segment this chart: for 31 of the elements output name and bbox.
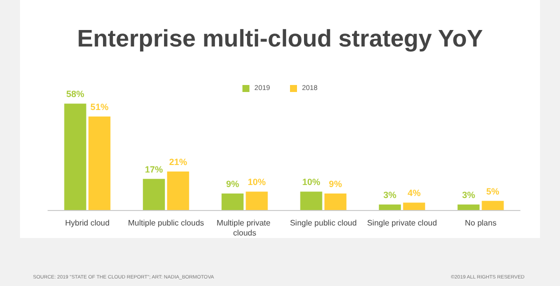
data-label: 3% xyxy=(383,190,396,200)
data-label: 10% xyxy=(248,177,266,188)
x-tick-label: No plans xyxy=(464,218,496,228)
data-label: 4% xyxy=(408,188,421,198)
bar xyxy=(300,192,322,210)
x-tick-label: Single private cloud xyxy=(367,218,437,228)
x-tick-label: Multiple private clouds xyxy=(216,218,273,238)
bar xyxy=(167,172,190,210)
x-tick-label: Multiple public clouds xyxy=(128,218,204,228)
data-label: 3% xyxy=(462,190,476,200)
bar xyxy=(64,104,86,210)
bar xyxy=(482,200,504,210)
bar xyxy=(403,202,426,210)
bar xyxy=(142,178,165,210)
x-tick-label: Hybrid cloud xyxy=(65,218,110,228)
bar xyxy=(222,194,244,210)
chart-title: Enterprise multi-cloud strategy YoY xyxy=(77,26,483,52)
x-tick-label: Single public cloud xyxy=(290,218,357,228)
data-label: 10% xyxy=(302,177,320,188)
bar xyxy=(246,192,268,210)
data-label: 51% xyxy=(90,102,108,112)
bar xyxy=(378,204,401,210)
bar xyxy=(88,116,110,210)
data-label: 17% xyxy=(144,164,163,174)
data-label: 5% xyxy=(486,186,500,196)
bar xyxy=(324,194,346,210)
data-label: 9% xyxy=(328,179,342,189)
data-label: 9% xyxy=(226,179,240,189)
bar xyxy=(458,204,480,210)
data-label: 21% xyxy=(169,157,188,167)
data-label: 58% xyxy=(66,89,84,100)
